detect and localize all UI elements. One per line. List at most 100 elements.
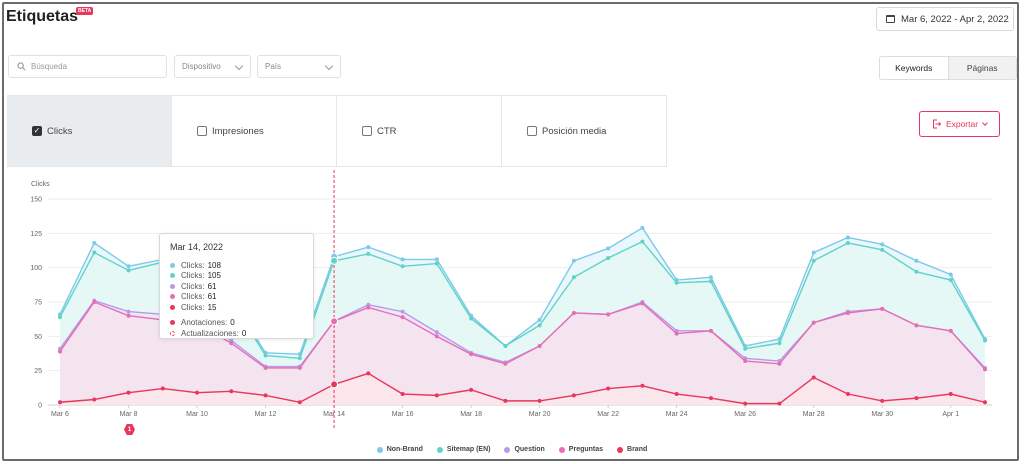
data-point xyxy=(92,397,97,402)
tooltip-row-value: 15 xyxy=(207,302,217,312)
export-button[interactable]: Exportar xyxy=(919,111,1000,137)
data-point xyxy=(606,246,611,251)
x-tick-label: Mar 22 xyxy=(597,411,619,418)
y-tick-label: 150 xyxy=(30,197,42,204)
tooltip-row: Clicks: 61 xyxy=(170,281,303,292)
data-point xyxy=(948,328,953,333)
data-point xyxy=(263,365,268,370)
metric-avg-position[interactable]: Posición media xyxy=(502,96,667,166)
data-point xyxy=(366,371,371,376)
data-point xyxy=(640,239,645,244)
tooltip-annotations: Anotaciones: 0 xyxy=(170,318,303,329)
data-point xyxy=(400,315,405,320)
tooltip-updates-value: 0 xyxy=(241,328,247,338)
series-area xyxy=(60,302,985,405)
checkbox-icon xyxy=(527,126,537,136)
data-point xyxy=(983,400,987,405)
legend-item[interactable]: Non-Brand xyxy=(376,446,423,453)
data-point xyxy=(777,361,782,366)
legend-dot-icon xyxy=(617,446,624,453)
data-point xyxy=(366,251,371,256)
x-tick-label: Mar 6 xyxy=(51,411,69,418)
data-point xyxy=(811,320,816,325)
series-dot-icon xyxy=(170,294,175,300)
data-point xyxy=(845,235,850,240)
date-range-button[interactable]: Mar 6, 2022 - Apr 2, 2022 xyxy=(876,7,1014,31)
x-tick-label: Mar 24 xyxy=(666,411,688,418)
view-toggle: Keywords Páginas xyxy=(879,56,1017,80)
update-dot-icon xyxy=(170,330,175,336)
data-point xyxy=(330,317,339,326)
data-point xyxy=(811,250,816,255)
annotation-dot-icon xyxy=(170,320,175,326)
data-point xyxy=(366,302,371,307)
data-point xyxy=(92,300,97,304)
data-point xyxy=(606,386,611,391)
data-point xyxy=(126,313,131,318)
data-point xyxy=(880,398,885,403)
search-input[interactable]: Búsqueda xyxy=(8,55,167,78)
beta-badge: BETA xyxy=(76,7,94,15)
device-select[interactable]: Dispositivo xyxy=(174,55,251,78)
checkbox-checked-icon: ✓ xyxy=(32,126,42,136)
chart-legend: Non-Brand Sitemap (EN) Question Preguntas Br… xyxy=(0,446,1024,453)
legend-item[interactable]: Sitemap (EN) xyxy=(436,446,490,453)
legend-item[interactable]: Question xyxy=(504,446,545,453)
x-tick-label: Mar 18 xyxy=(460,411,482,418)
data-point xyxy=(777,341,782,346)
metric-clicks[interactable]: ✓ Clicks xyxy=(7,96,172,166)
metric-selector: ✓ Clicks Impresiones CTR Posición media xyxy=(7,95,667,167)
data-point xyxy=(434,261,439,266)
series-dot-icon xyxy=(170,304,175,310)
data-point xyxy=(366,305,371,310)
checkbox-icon xyxy=(362,126,372,136)
metric-impressions[interactable]: Impresiones xyxy=(172,96,337,166)
tooltip-row: Clicks: 108 xyxy=(170,260,303,271)
tab-pages[interactable]: Páginas xyxy=(948,57,1016,79)
tab-keywords[interactable]: Keywords xyxy=(880,57,949,79)
x-tick-label: Mar 30 xyxy=(871,411,893,418)
data-point xyxy=(434,334,439,339)
series-dot-icon xyxy=(170,262,175,268)
y-tick-label: 125 xyxy=(30,231,42,238)
annotation-marker[interactable]: 1 xyxy=(124,424,135,435)
data-point xyxy=(92,250,97,255)
data-point xyxy=(366,245,371,250)
data-point xyxy=(640,383,645,388)
legend-item[interactable]: Preguntas xyxy=(558,446,604,453)
country-select[interactable]: País xyxy=(257,55,341,78)
tooltip-updates: Actualizaciones: 0 xyxy=(170,328,303,339)
data-point xyxy=(845,392,850,397)
chart-tooltip: Mar 14, 2022 Clicks: 108 Clicks: 105 Clicks:… xyxy=(159,233,314,339)
data-point xyxy=(469,387,474,392)
tooltip-row: Clicks: 105 xyxy=(170,271,303,282)
legend-label: Non-Brand xyxy=(386,446,423,453)
data-point xyxy=(571,393,576,398)
x-tick-label: Mar 14 xyxy=(323,411,345,418)
data-point xyxy=(126,268,131,273)
data-point xyxy=(58,400,62,405)
data-point xyxy=(503,343,508,348)
data-point xyxy=(948,278,953,283)
checkbox-icon xyxy=(197,126,207,136)
y-tick-label: 75 xyxy=(34,300,42,307)
data-point xyxy=(606,312,611,317)
search-placeholder: Búsqueda xyxy=(31,62,68,71)
x-tick-label: Mar 8 xyxy=(120,411,138,418)
series-dot-icon xyxy=(170,283,175,289)
legend-dot-icon xyxy=(436,446,443,453)
country-select-label: País xyxy=(265,62,282,71)
metric-ctr[interactable]: CTR xyxy=(337,96,502,166)
data-point xyxy=(126,264,131,269)
legend-item[interactable]: Brand xyxy=(617,446,647,453)
data-point xyxy=(400,392,405,397)
tooltip-row-label: Clicks: xyxy=(181,260,205,270)
tooltip-row-value: 108 xyxy=(207,260,221,270)
legend-dot-icon xyxy=(504,446,511,453)
data-point xyxy=(743,359,748,364)
data-point xyxy=(983,367,987,372)
legend-label: Preguntas xyxy=(568,446,604,453)
data-point xyxy=(503,398,508,403)
data-point xyxy=(914,323,919,328)
tooltip-row-value: 105 xyxy=(207,271,221,281)
